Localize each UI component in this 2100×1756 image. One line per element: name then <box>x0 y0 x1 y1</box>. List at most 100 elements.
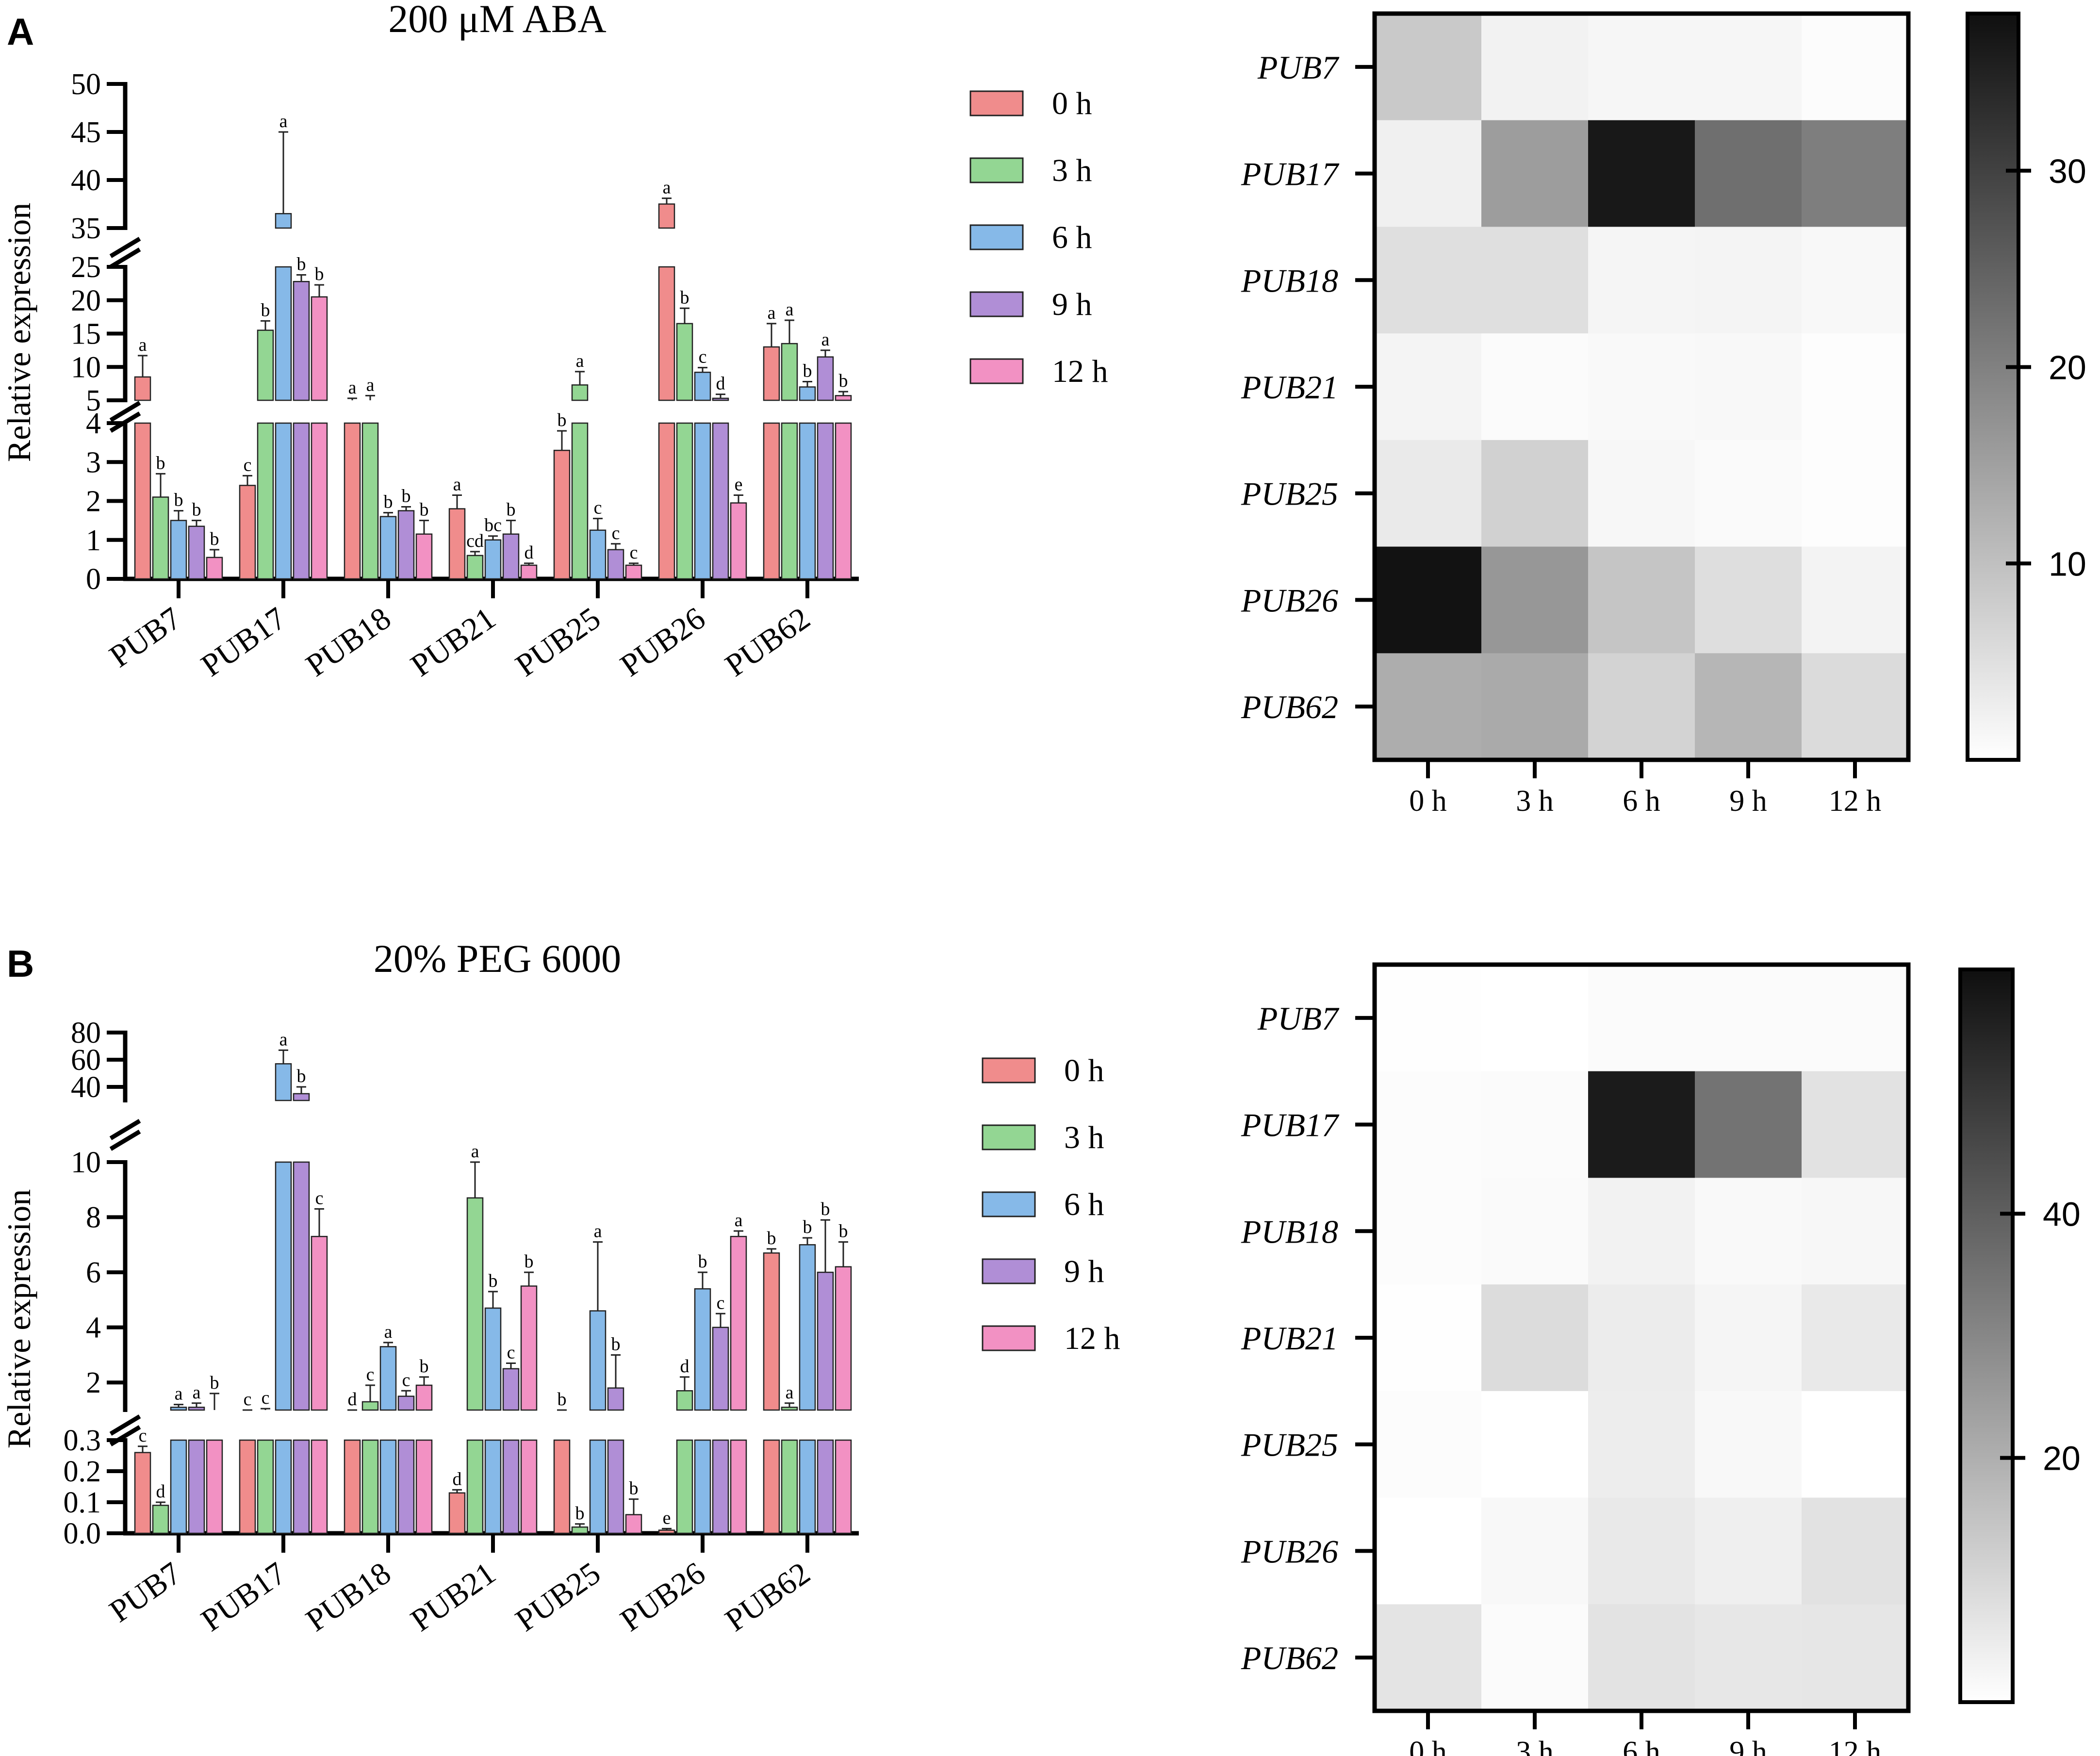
bar-segment <box>397 510 415 580</box>
heatmap-cell <box>1481 653 1589 760</box>
significance-label: b <box>803 1217 812 1237</box>
significance-label: b <box>156 453 165 473</box>
heatmap-cell <box>1695 546 1802 654</box>
x-tick-label: PUB17 <box>195 600 292 683</box>
bar-segment <box>311 296 328 401</box>
heatmap-cell <box>1588 227 1695 334</box>
y-tick-label: 2 <box>86 1366 101 1399</box>
legend-label: 9 h <box>1064 1254 1104 1289</box>
significance-label: cd <box>466 531 484 551</box>
bar <box>311 1208 328 1534</box>
significance-label: b <box>839 1221 848 1242</box>
bar-segment <box>293 281 310 401</box>
bar <box>676 1376 693 1534</box>
x-tick-label: PUB62 <box>719 600 816 683</box>
significance-label: a <box>193 1382 201 1403</box>
bar-segment <box>712 1439 729 1534</box>
significance-label: a <box>786 299 794 320</box>
y-tick-label: 3 <box>86 446 101 479</box>
bar <box>361 1384 379 1534</box>
significance-label: d <box>716 374 725 394</box>
heatmap-cell <box>1695 1497 1802 1605</box>
legend-label: 0 h <box>1064 1053 1104 1088</box>
chart-title: 20% PEG 6000 <box>374 936 621 981</box>
heatmap-cell <box>1802 1178 1909 1285</box>
bar-segment <box>152 1505 169 1534</box>
heatmap-row-label: PUB21 <box>1241 369 1338 406</box>
y-tick-label: 6 <box>86 1256 101 1289</box>
bar <box>712 394 729 580</box>
bar <box>730 494 747 580</box>
legend-label: 9 h <box>1052 287 1092 322</box>
bar-segment <box>361 1439 379 1534</box>
bar-segment <box>730 502 747 580</box>
heatmap-row-label: PUB26 <box>1241 1533 1338 1570</box>
heatmap-cell <box>1588 653 1695 760</box>
bar-segment <box>239 485 256 580</box>
heatmap-row-label: PUB18 <box>1241 262 1338 299</box>
bar <box>484 1291 502 1534</box>
heatmap-cell <box>1588 1604 1695 1711</box>
bar-segment <box>206 1439 223 1534</box>
significance-label: a <box>576 351 584 371</box>
significance-label: b <box>315 264 324 284</box>
bar-segment <box>817 1439 834 1534</box>
significance-label: a <box>735 1210 743 1231</box>
bar <box>730 1230 747 1534</box>
significance-label: b <box>297 254 306 275</box>
significance-label: c <box>507 1342 515 1362</box>
heatmap-cell <box>1802 1391 1909 1498</box>
y-tick-label: 0.3 <box>64 1424 101 1457</box>
bar <box>835 1241 852 1534</box>
bar-segment <box>188 1407 205 1411</box>
significance-label: a <box>139 335 147 355</box>
bar-segment <box>520 564 538 580</box>
bar-segment <box>607 1439 624 1534</box>
bar-segment <box>799 1439 816 1534</box>
bar <box>293 1086 310 1534</box>
heatmap-row-label: PUB17 <box>1241 156 1340 193</box>
heatmap-cell <box>1802 546 1909 654</box>
heatmap-cell <box>1375 1284 1482 1392</box>
heatmap-cell <box>1588 333 1695 441</box>
bar-segment <box>763 1439 780 1534</box>
bar <box>571 371 589 580</box>
heatmap-cell <box>1695 1178 1802 1285</box>
bar-segment <box>781 422 798 580</box>
y-axis-label: Relative expression <box>0 203 37 462</box>
bar-segment <box>835 1266 852 1411</box>
legend-swatch <box>969 157 1024 183</box>
bar-segment <box>799 1244 816 1411</box>
x-tick-label: PUB25 <box>509 600 607 683</box>
heatmap-cell <box>1588 1284 1695 1392</box>
bar-segment <box>712 397 729 401</box>
heatmap-cell <box>1802 440 1909 547</box>
heatmap-cell <box>1375 1604 1482 1711</box>
heatmap-row-label: PUB62 <box>1241 1640 1338 1676</box>
heatmap-col-label: 12 h <box>1829 1736 1882 1756</box>
bar <box>311 284 328 580</box>
heatmap-cell <box>1481 227 1589 334</box>
bar-segment <box>379 1346 397 1411</box>
heatmap-cell <box>1481 120 1589 227</box>
y-tick-label: 10 <box>71 1146 101 1179</box>
bar-segment <box>712 422 729 580</box>
heatmap-cell <box>1375 1178 1482 1285</box>
bar <box>589 518 607 580</box>
bar-segment <box>484 539 502 580</box>
significance-label: b <box>210 529 219 549</box>
bar-segment <box>134 376 151 401</box>
bar <box>484 535 502 580</box>
bar-segment <box>658 266 675 401</box>
bar <box>763 323 780 580</box>
bar-segment <box>466 1197 484 1411</box>
bar-segment <box>379 516 397 580</box>
bar-segment <box>817 1271 834 1411</box>
bar <box>134 355 151 580</box>
x-tick-label: PUB18 <box>299 1555 397 1638</box>
bar <box>188 1402 205 1534</box>
heatmap-cell <box>1695 1604 1802 1711</box>
bar-segment <box>781 1439 798 1534</box>
legend-swatch <box>969 358 1024 384</box>
y-tick-label: 4 <box>86 407 101 440</box>
